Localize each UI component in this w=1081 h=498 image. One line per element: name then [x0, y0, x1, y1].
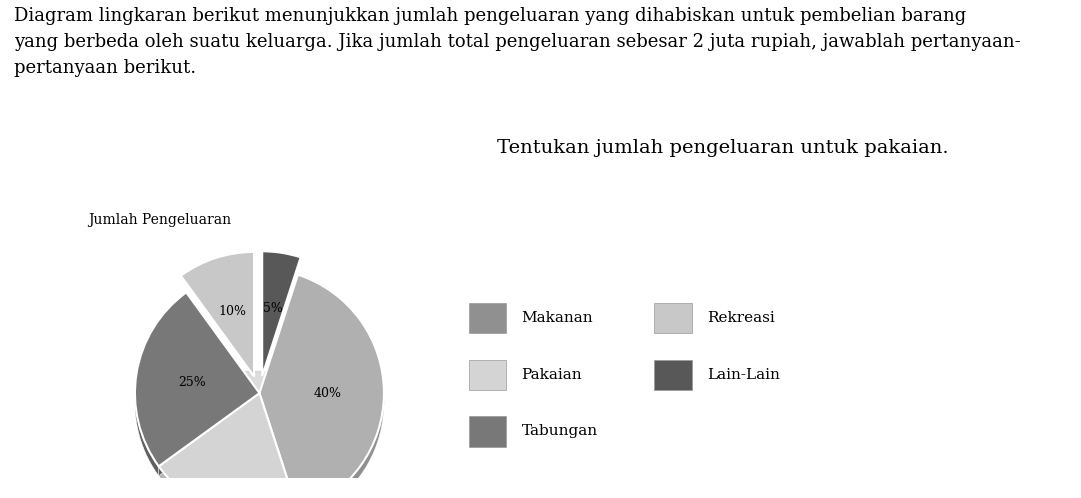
Text: 40%: 40% — [313, 386, 342, 399]
Text: 25%: 25% — [178, 376, 205, 389]
Wedge shape — [135, 292, 259, 466]
Polygon shape — [298, 397, 384, 498]
Bar — [469, 303, 506, 333]
Bar — [469, 360, 506, 390]
Wedge shape — [263, 251, 301, 376]
Bar — [469, 416, 506, 447]
Wedge shape — [259, 275, 384, 498]
Polygon shape — [135, 396, 159, 476]
Wedge shape — [181, 252, 254, 376]
Polygon shape — [159, 393, 259, 476]
Ellipse shape — [135, 372, 384, 434]
Text: 10%: 10% — [218, 305, 246, 318]
Text: Jumlah Pengeluaran: Jumlah Pengeluaran — [88, 213, 231, 227]
Text: Tentukan jumlah pengeluaran untuk pakaian.: Tentukan jumlah pengeluaran untuk pakaia… — [497, 139, 949, 157]
Bar — [654, 303, 692, 333]
Polygon shape — [159, 393, 259, 476]
Polygon shape — [259, 393, 298, 498]
Polygon shape — [159, 466, 298, 498]
Text: Tabungan: Tabungan — [521, 424, 598, 438]
Polygon shape — [259, 393, 298, 498]
Text: 5%: 5% — [263, 302, 283, 315]
Bar — [654, 360, 692, 390]
Wedge shape — [159, 393, 298, 498]
Text: Rekreasi: Rekreasi — [707, 311, 775, 325]
Text: Lain-Lain: Lain-Lain — [707, 368, 779, 381]
Text: Makanan: Makanan — [521, 311, 593, 325]
Text: Pakaian: Pakaian — [521, 368, 583, 381]
Text: Diagram lingkaran berikut menunjukkan jumlah pengeluaran yang dihabiskan untuk p: Diagram lingkaran berikut menunjukkan ju… — [14, 7, 1020, 77]
